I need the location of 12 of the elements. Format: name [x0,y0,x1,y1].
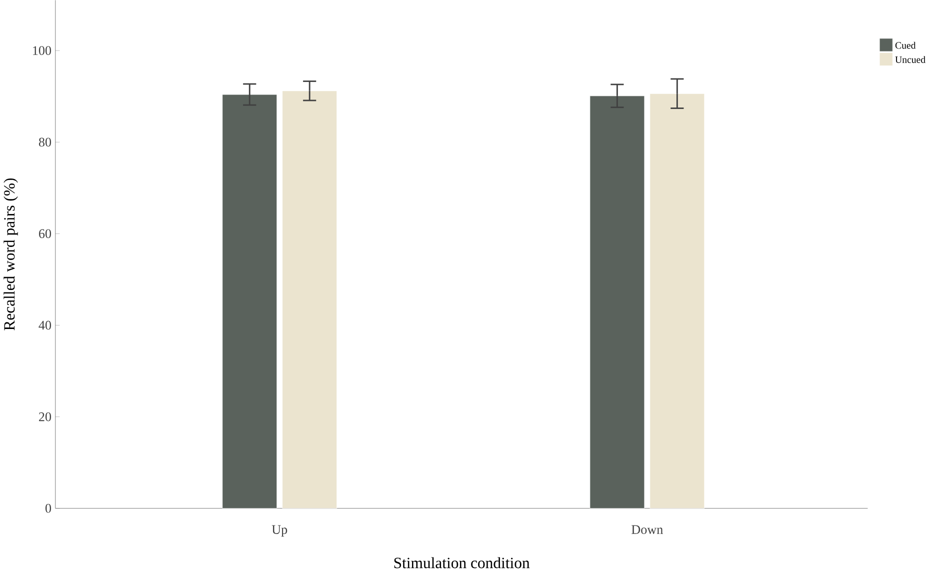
y-tick-label: 80 [38,138,52,147]
legend-label: Uncued [895,56,926,64]
y-axis-title: Recalled word pairs (%) [4,178,18,330]
y-tick-label: 40 [38,320,52,330]
y-tick-label: 100 [33,46,52,56]
y-tick-label: 60 [39,229,52,238]
x-tick-label: Up [272,525,288,537]
x-tick-label: Down [632,525,663,534]
y-tick-label: 20 [39,412,52,422]
legend-label: Cued [895,42,916,49]
y-tick-label: 0 [45,504,52,513]
x-axis-title: Stimulation condition [394,557,530,568]
